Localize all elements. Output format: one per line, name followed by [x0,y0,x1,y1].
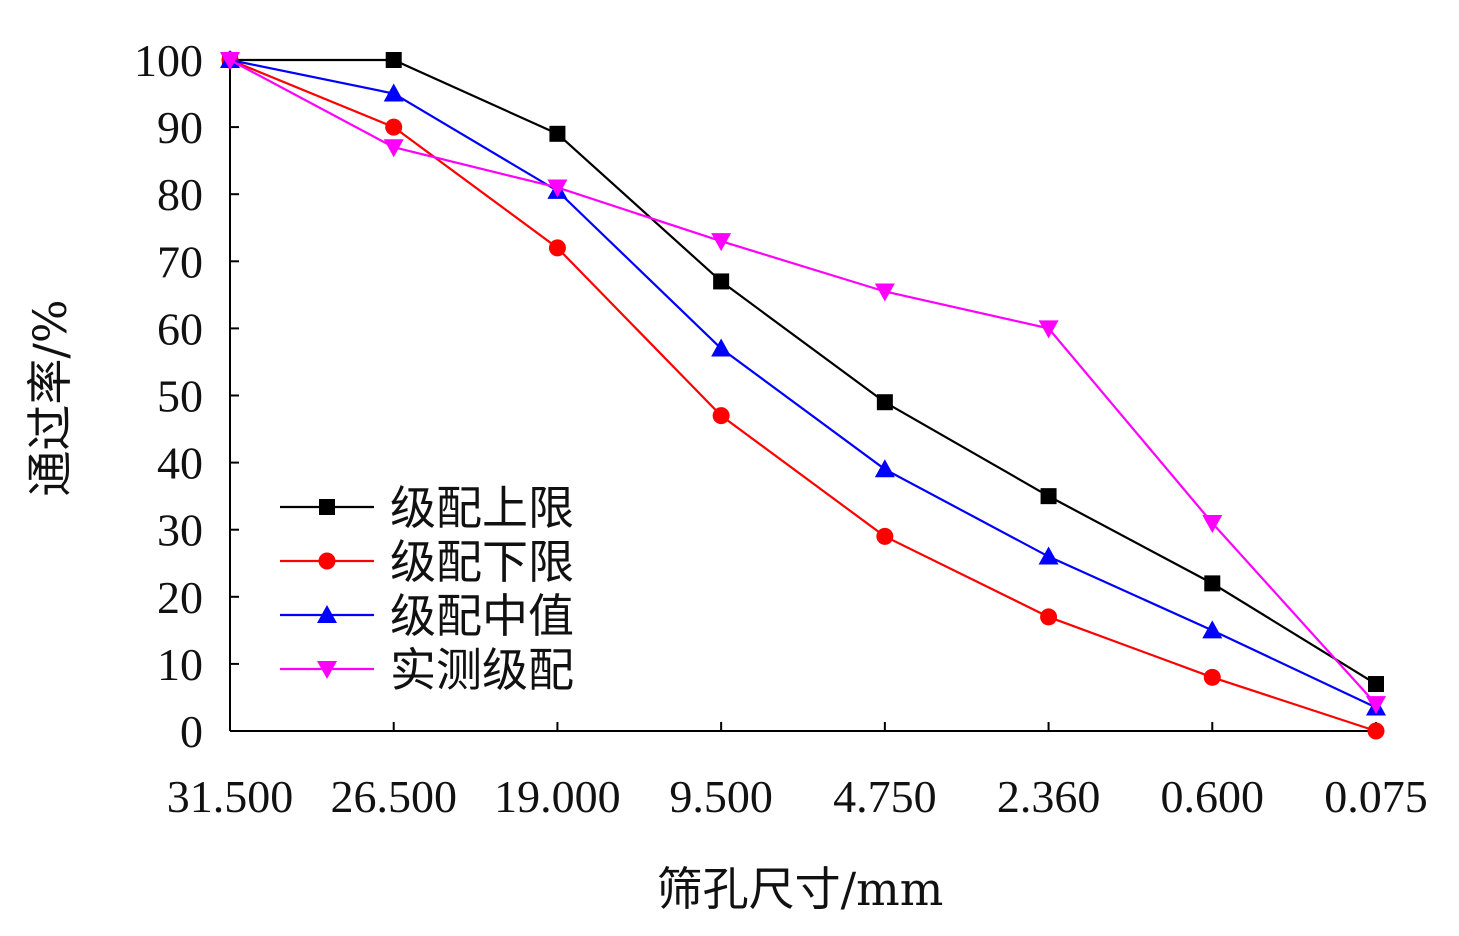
y-tick-label: 70 [157,236,203,287]
legend-marker [317,661,337,679]
x-tick-label: 26.500 [330,771,457,822]
data-point [547,179,568,198]
data-point [385,52,402,68]
y-tick-label: 90 [157,102,203,153]
legend-marker [317,605,337,623]
y-tick-label: 10 [157,639,203,690]
data-point [1367,722,1385,740]
x-tick-label: 9.500 [669,771,773,822]
x-tick-label: 31.500 [167,771,294,822]
y-tick-label: 60 [157,303,203,354]
data-point [876,394,893,411]
data-point [548,239,566,257]
series-line [230,58,1377,685]
y-tick-labels: 0 10 20 30 40 50 60 70 80 90 100 [134,35,203,757]
data-point [549,125,566,142]
data-point [713,273,730,290]
data-point [1204,575,1221,592]
y-tick-label: 0 [180,706,203,757]
x-tick-label: 2.360 [997,771,1101,822]
legend-item: 级配中值 [280,589,574,643]
data-point [383,139,404,158]
data-point [1038,546,1059,565]
x-tick-label: 0.600 [1161,771,1265,822]
data-point [1368,676,1384,693]
data-point [383,83,404,102]
y-tick-label: 30 [157,505,203,556]
x-tick-label: 4.750 [833,771,937,822]
data-point [1202,514,1223,533]
data-point [711,338,732,357]
series-layer [220,50,1386,740]
y-tick-label: 80 [157,169,203,220]
data-point [1202,620,1223,639]
legend-label: 级配下限 [390,535,574,589]
data-point [874,283,895,302]
data-point [874,459,895,478]
data-point [1038,320,1059,339]
legend-marker [318,552,336,570]
data-point [876,527,894,545]
x-axis-title: 筛孔尺寸/mm [657,862,944,916]
x-tick-labels: 31.500 26.500 19.000 9.500 4.750 2.360 0.600 0.… [167,771,1428,822]
legend-item: 级配上限 [280,481,574,535]
series-3 [220,50,1386,716]
legend-label: 级配中值 [390,589,574,643]
legend-item: 实测级配 [280,643,574,697]
x-tick-label: 0.075 [1324,771,1428,822]
data-point [1366,696,1386,715]
legend-label: 级配上限 [390,481,574,535]
series-line [229,59,1377,705]
series-4 [220,52,1386,715]
data-point [1040,608,1058,626]
legend-marker [319,499,335,515]
x-tick-label: 19.000 [494,771,621,822]
data-point [712,407,730,425]
series-line [229,58,1377,709]
y-tick-label: 100 [134,35,203,86]
data-point [1040,488,1057,505]
y-tick-label: 50 [157,371,203,422]
data-point [1203,668,1221,686]
y-tick-label: 40 [157,438,203,489]
y-axis-title: 通过率/% [23,299,77,496]
data-point [711,233,732,252]
data-point [385,118,403,136]
data-point [220,52,240,70]
series-line [229,58,1377,733]
legend-label: 实测级配 [390,643,574,697]
legend-item: 级配下限 [280,535,574,589]
y-tick-label: 20 [157,572,203,623]
